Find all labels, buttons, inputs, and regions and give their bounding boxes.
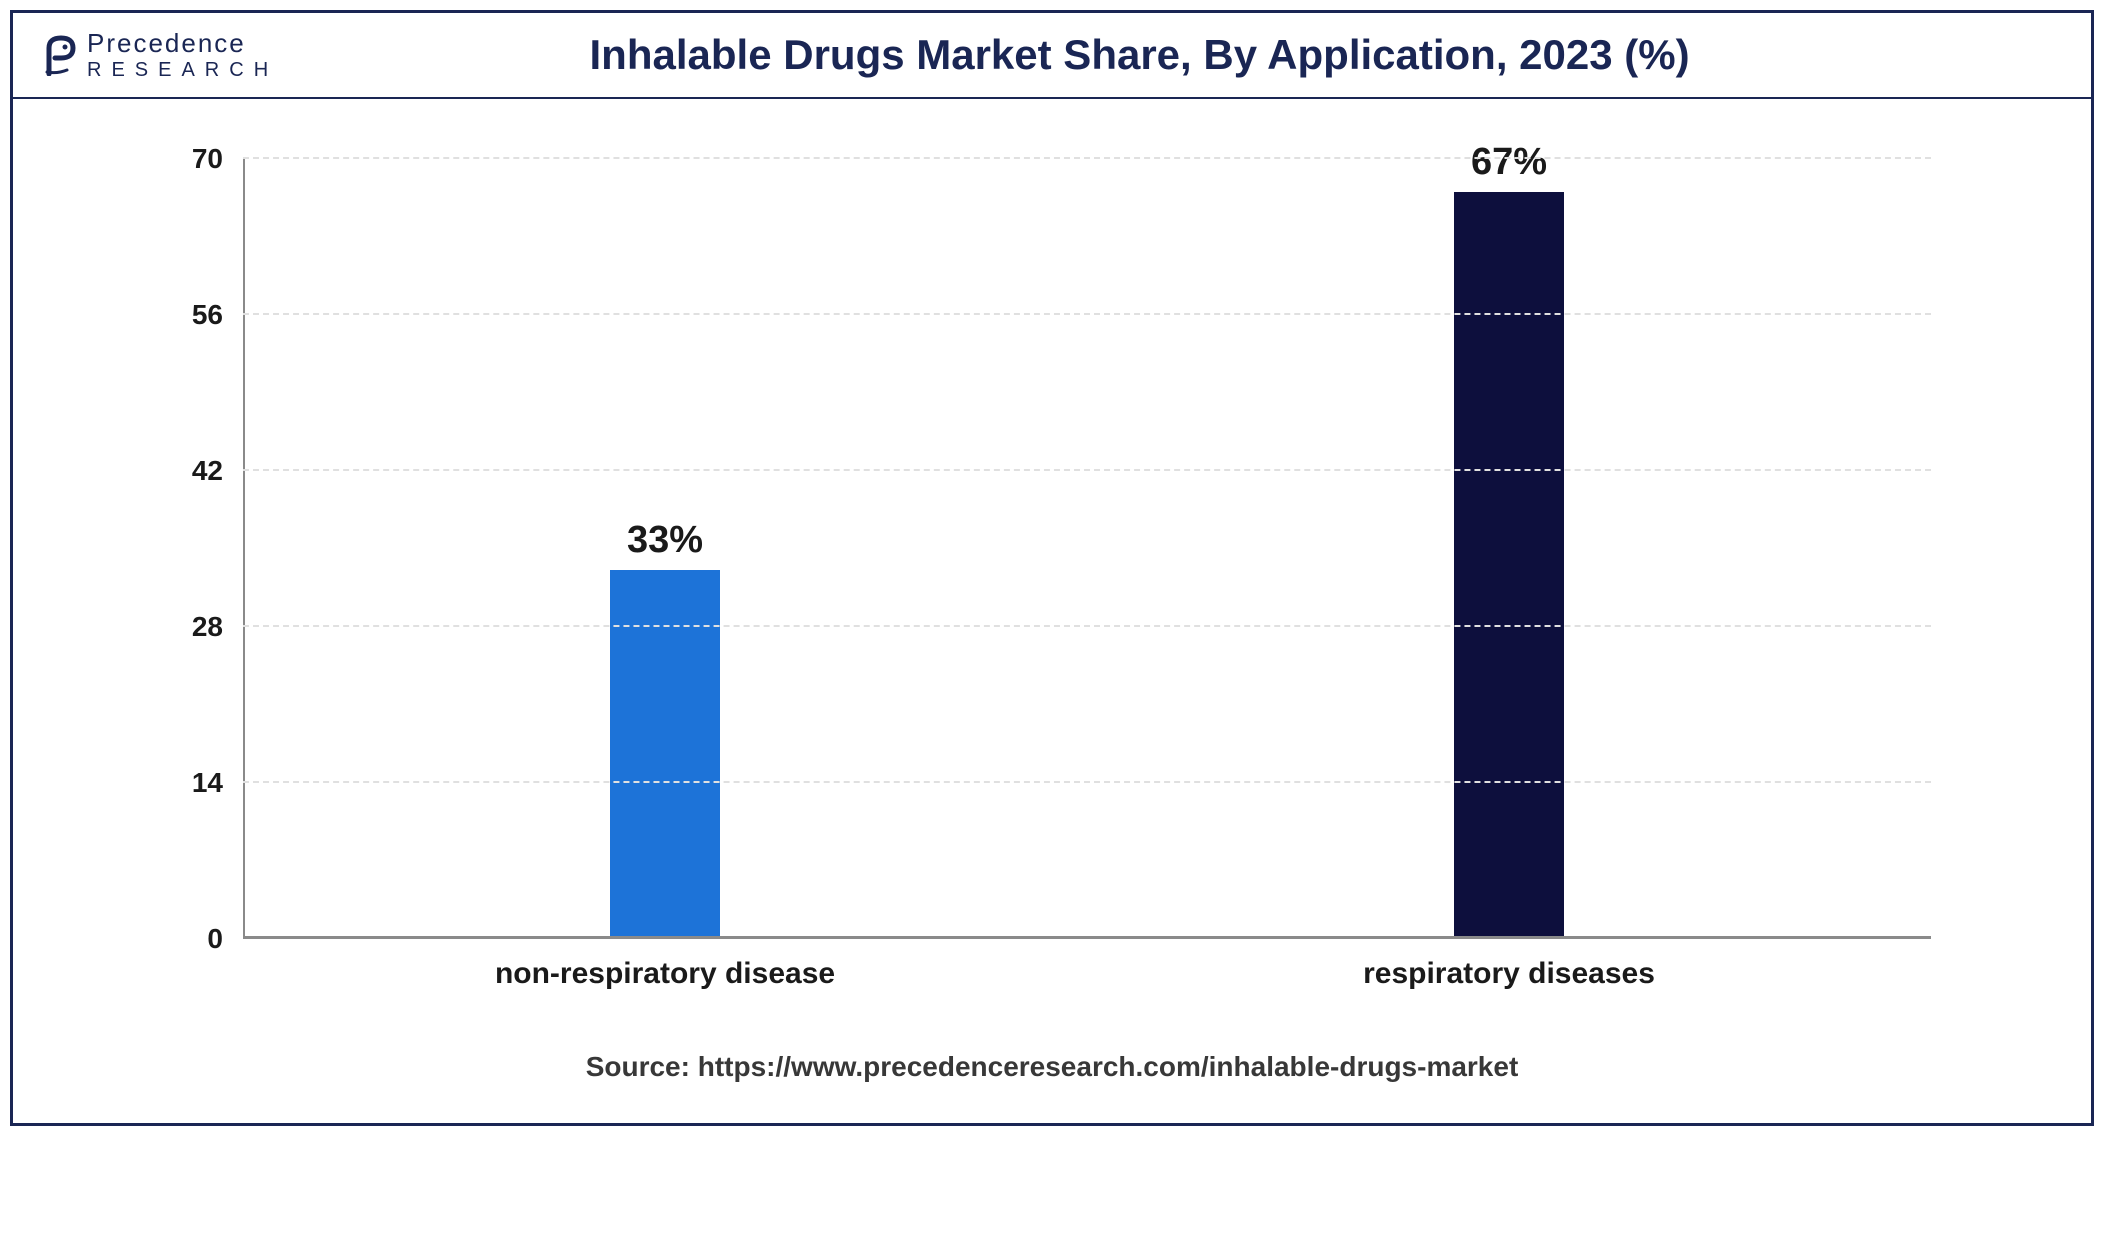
bar-value-label: 67% [1471, 141, 1547, 184]
bar [1454, 192, 1564, 936]
brand-line1: Precedence [87, 28, 278, 59]
category-label: non-respiratory disease [327, 957, 1002, 991]
y-tick-label: 14 [192, 767, 223, 799]
grid-line [243, 781, 1931, 783]
grid-line [243, 313, 1931, 315]
y-tick-label: 56 [192, 299, 223, 331]
brand-logo: Precedence RESEARCH [43, 28, 278, 82]
brand-line2: RESEARCH [87, 59, 278, 82]
bar-group: 33% [327, 519, 1002, 936]
chart-header: Precedence RESEARCH Inhalable Drugs Mark… [13, 13, 2091, 99]
bar-value-label: 33% [627, 519, 703, 562]
grid-line [243, 469, 1931, 471]
x-axis-line [243, 936, 1931, 939]
brand-text: Precedence RESEARCH [87, 28, 278, 82]
y-tick-label: 42 [192, 455, 223, 487]
bars-wrap: 33%67% [243, 159, 1931, 936]
chart-title: Inhalable Drugs Market Share, By Applica… [338, 31, 2061, 79]
chart-area: 33%67% 01428425670 non-respiratory disea… [13, 99, 2091, 1021]
y-tick-label: 70 [192, 143, 223, 175]
source-citation: Source: https://www.precedenceresearch.c… [13, 1021, 2091, 1123]
chart-plot: 33%67% 01428425670 [243, 159, 1931, 939]
grid-line [243, 625, 1931, 627]
category-labels-row: non-respiratory disease respiratory disea… [243, 957, 1931, 991]
y-tick-label: 28 [192, 611, 223, 643]
bar-group: 67% [1171, 141, 1846, 936]
chart-frame: Precedence RESEARCH Inhalable Drugs Mark… [10, 10, 2094, 1126]
precedence-p-icon [43, 34, 79, 76]
y-tick-label: 0 [207, 923, 223, 955]
grid-line [243, 157, 1931, 159]
category-label: respiratory diseases [1171, 957, 1846, 991]
